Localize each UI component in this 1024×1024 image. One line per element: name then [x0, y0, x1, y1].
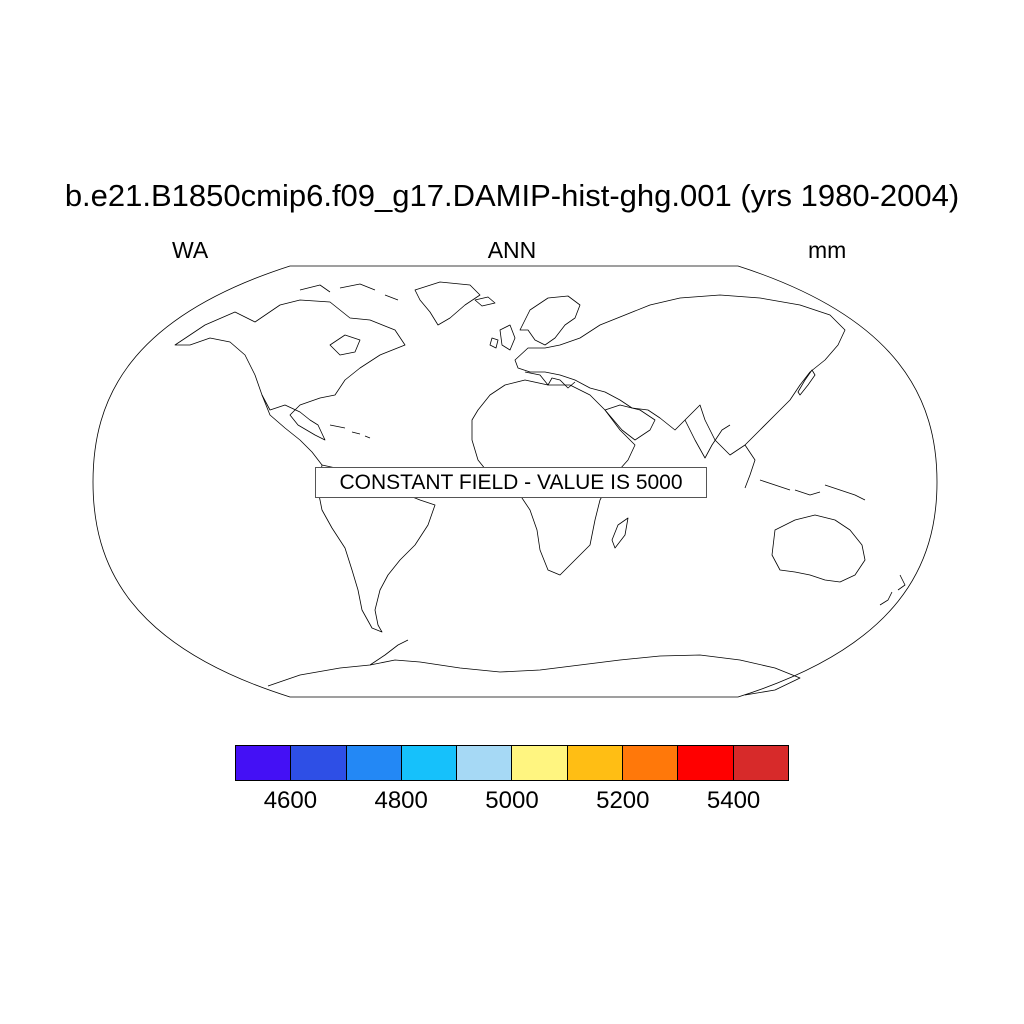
- colorbar-box: [678, 746, 734, 780]
- colorbar-tick-label: 4800: [374, 787, 428, 814]
- arctic-islands: [299, 283, 399, 301]
- india-coast: [684, 419, 731, 459]
- japan-coast: [797, 369, 816, 396]
- colorbar-box: [346, 746, 402, 780]
- eurasia-coast: [514, 294, 846, 456]
- variable-label: WA: [172, 237, 209, 263]
- madagascar-coast: [611, 517, 629, 549]
- indonesia-coast: [759, 479, 866, 501]
- colorbar-box: [733, 746, 788, 780]
- greenland-coast: [414, 281, 481, 326]
- colorbar: [235, 745, 789, 781]
- southeast-asia-coast: [744, 444, 756, 489]
- scandinavia-coast: [519, 295, 581, 346]
- british-isles-coast: [489, 324, 516, 351]
- colorbar-tick-label: 5200: [596, 787, 650, 814]
- central-america-coast: [261, 394, 323, 466]
- map-boundary: [92, 265, 938, 698]
- map-title: b.e21.B1850cmip6.f09_g17.DAMIP-hist-ghg.…: [64, 178, 960, 213]
- colorbar-box: [512, 746, 568, 780]
- mediterranean-coast: [524, 371, 576, 389]
- colorbar-box: [567, 746, 624, 780]
- caribbean-islands: [329, 424, 371, 439]
- season-label: ANN: [487, 237, 537, 263]
- colorbar-tick-label: 4600: [263, 787, 318, 814]
- colorbar-box: [457, 746, 513, 780]
- north-america-coast: [174, 299, 406, 441]
- antarctic-peninsula: [369, 639, 409, 666]
- colorbar-box: [236, 746, 292, 780]
- australia-coast: [771, 514, 866, 583]
- iceland-coast: [474, 296, 496, 307]
- hudson-bay-coast: [329, 334, 361, 356]
- antarctica-coast: [267, 654, 801, 696]
- colorbar-box: [401, 746, 458, 780]
- colorbar-tick-label: 5400: [706, 787, 761, 814]
- colorbar-box: [623, 746, 679, 780]
- colorbar-tick-label: 5000: [485, 787, 539, 814]
- new-zealand-coast: [879, 574, 906, 606]
- colorbar-box: [291, 746, 347, 780]
- constant-field-note: CONSTANT FIELD - VALUE IS 5000: [315, 467, 707, 498]
- arabia-coast: [604, 404, 656, 441]
- units-label: mm: [808, 237, 847, 263]
